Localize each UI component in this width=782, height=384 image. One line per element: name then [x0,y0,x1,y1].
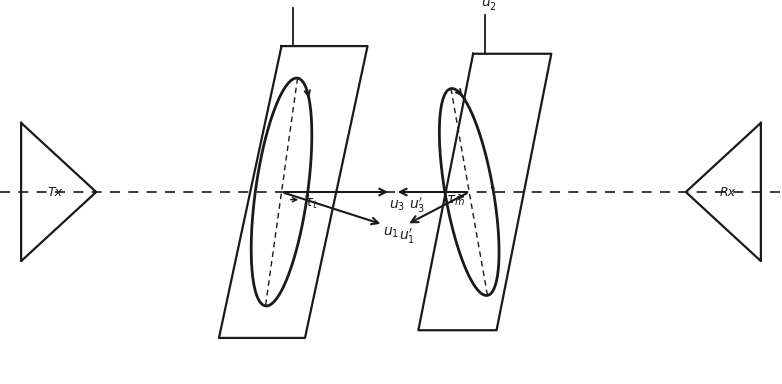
Text: $u_2'$: $u_2'$ [481,0,497,13]
Text: $\tau_t$: $\tau_t$ [304,196,318,211]
Text: $u_1$: $u_1$ [383,225,399,240]
Text: $\tau_m$: $\tau_m$ [446,193,465,208]
Text: $u_3$: $u_3$ [389,198,405,213]
Text: $u_1'$: $u_1'$ [399,227,414,246]
Text: Rx: Rx [719,185,735,199]
Text: $u_3'$: $u_3'$ [409,196,425,215]
Text: $u_2$: $u_2$ [289,0,305,3]
Text: Tx: Tx [47,185,63,199]
